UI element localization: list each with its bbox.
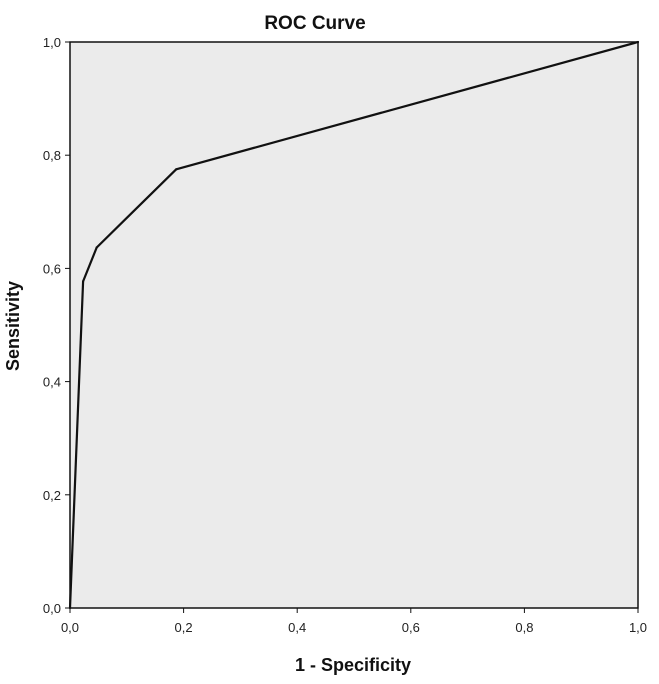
roc-point bbox=[81, 280, 85, 283]
x-axis-label: 1 - Specificity bbox=[295, 655, 411, 675]
y-tick-label: 0,8 bbox=[43, 148, 61, 163]
y-tick-label: 0,2 bbox=[43, 488, 61, 503]
y-tick-label: 0,6 bbox=[43, 261, 61, 276]
plot-area bbox=[69, 41, 639, 609]
axis-ticks: 0,0 0,2 0,4 0,6 0,8 1,0 0,0 0,2 0,4 0,6 0,8 1,0 bbox=[43, 35, 647, 635]
roc-point bbox=[636, 40, 640, 44]
roc-points bbox=[68, 40, 640, 610]
x-tick-label: 0,2 bbox=[175, 620, 193, 635]
roc-point bbox=[95, 246, 98, 249]
x-tick-label: 0,0 bbox=[61, 620, 79, 635]
y-axis-label: Sensitivity bbox=[3, 281, 23, 371]
roc-point bbox=[175, 168, 178, 171]
y-tick-label: 0,4 bbox=[43, 375, 61, 390]
x-tick-label: 0,6 bbox=[402, 620, 420, 635]
y-tick-label: 0,0 bbox=[43, 601, 61, 616]
roc-point bbox=[68, 606, 72, 610]
x-tick-label: 1,0 bbox=[629, 620, 647, 635]
y-tick-label: 1,0 bbox=[43, 35, 61, 50]
chart-title: ROC Curve bbox=[264, 13, 365, 34]
x-tick-label: 0,8 bbox=[515, 620, 533, 635]
x-tick-label: 0,4 bbox=[288, 620, 306, 635]
